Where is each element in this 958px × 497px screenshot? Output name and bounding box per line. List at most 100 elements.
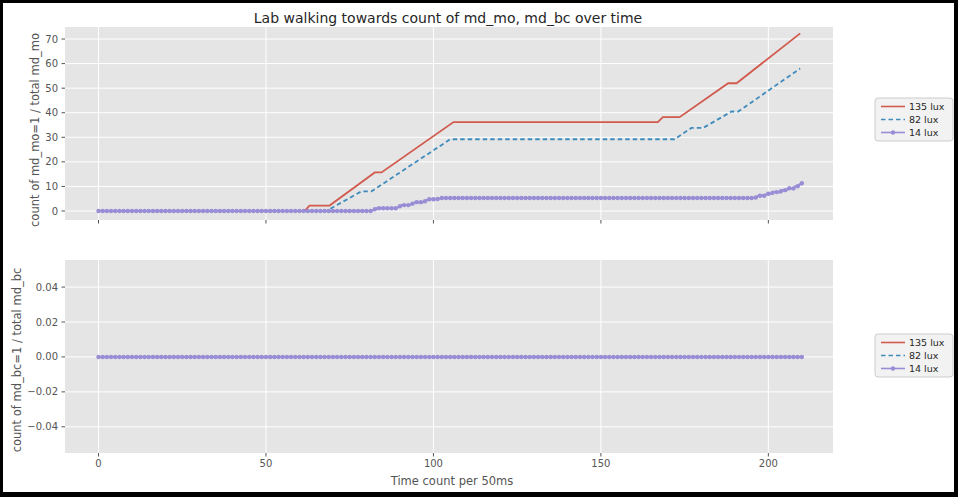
marker-dot (716, 196, 720, 200)
marker-dot (172, 355, 176, 359)
marker-dot (661, 355, 665, 359)
series-markers-14-lux (96, 355, 804, 359)
marker-dot (770, 355, 774, 359)
marker-dot (737, 196, 741, 200)
marker-dot (167, 209, 171, 213)
marker-dot (775, 355, 779, 359)
marker-dot (435, 355, 439, 359)
marker-dot (574, 355, 578, 359)
marker-dot (674, 196, 678, 200)
marker-dot (138, 355, 142, 359)
marker-dot (184, 209, 188, 213)
marker-dot (289, 355, 293, 359)
marker-dot (343, 355, 347, 359)
y-tick-label: 0.02 (36, 317, 58, 328)
marker-dot (515, 196, 519, 200)
marker-dot (515, 355, 519, 359)
marker-dot (674, 355, 678, 359)
marker-dot (620, 355, 624, 359)
marker-dot (448, 355, 452, 359)
marker-dot (548, 196, 552, 200)
marker-dot (331, 355, 335, 359)
marker-dot (272, 355, 276, 359)
marker-dot (737, 355, 741, 359)
marker-dot (109, 209, 113, 213)
marker-dot (557, 196, 561, 200)
marker-dot (770, 191, 774, 195)
marker-dot (180, 209, 184, 213)
marker-dot (193, 355, 197, 359)
legend-label: 14 lux (909, 127, 939, 138)
marker-dot (590, 196, 594, 200)
marker-dot (649, 355, 653, 359)
marker-dot (314, 355, 318, 359)
marker-dot (779, 189, 783, 193)
marker-dot (301, 209, 305, 213)
marker-dot (682, 196, 686, 200)
marker-dot (121, 209, 125, 213)
marker-dot (456, 355, 460, 359)
marker-dot (281, 355, 285, 359)
marker-dot (544, 196, 548, 200)
marker-dot (695, 355, 699, 359)
marker-dot (615, 355, 619, 359)
y-tick-label: 0.04 (36, 282, 58, 293)
marker-dot (716, 355, 720, 359)
marker-dot (632, 196, 636, 200)
marker-dot (666, 355, 670, 359)
marker-dot (352, 209, 356, 213)
marker-dot (645, 355, 649, 359)
marker-dot (661, 196, 665, 200)
marker-dot (502, 196, 506, 200)
marker-dot (553, 196, 557, 200)
x-tick-label: 100 (424, 458, 443, 469)
marker-dot (699, 196, 703, 200)
marker-dot (708, 355, 712, 359)
x-tick-label: 0 (95, 458, 101, 469)
marker-dot (222, 355, 226, 359)
marker-dot (490, 196, 494, 200)
marker-dot (96, 355, 100, 359)
marker-dot (565, 355, 569, 359)
marker-dot (745, 355, 749, 359)
marker-dot (142, 209, 146, 213)
marker-dot (733, 355, 737, 359)
marker-dot (645, 196, 649, 200)
marker-dot (578, 355, 582, 359)
marker-dot (226, 355, 230, 359)
marker-dot (795, 355, 799, 359)
y-tick-label: 0.00 (36, 351, 58, 362)
marker-dot (486, 196, 490, 200)
marker-dot (209, 209, 213, 213)
marker-dot (188, 209, 192, 213)
marker-dot (410, 201, 414, 205)
marker-dot (243, 355, 247, 359)
marker-dot (691, 196, 695, 200)
marker-dot (599, 196, 603, 200)
marker-dot (289, 209, 293, 213)
marker-dot (130, 355, 134, 359)
marker-dot (762, 194, 766, 198)
marker-dot (461, 355, 465, 359)
marker-dot (147, 209, 151, 213)
marker-dot (599, 355, 603, 359)
marker-dot (327, 355, 331, 359)
marker-dot (636, 196, 640, 200)
marker-dot (691, 355, 695, 359)
marker-dot (481, 355, 485, 359)
legend-label: 82 lux (909, 114, 939, 125)
marker-dot (708, 196, 712, 200)
marker-dot (230, 209, 234, 213)
marker-dot (247, 209, 251, 213)
marker-dot (264, 209, 268, 213)
marker-dot (147, 355, 151, 359)
marker-dot (477, 355, 481, 359)
marker-dot (561, 355, 565, 359)
marker-dot (410, 355, 414, 359)
marker-dot (205, 209, 209, 213)
marker-dot (440, 355, 444, 359)
marker-dot (687, 196, 691, 200)
marker-dot (364, 209, 368, 213)
marker-dot (553, 355, 557, 359)
marker-dot (641, 355, 645, 359)
